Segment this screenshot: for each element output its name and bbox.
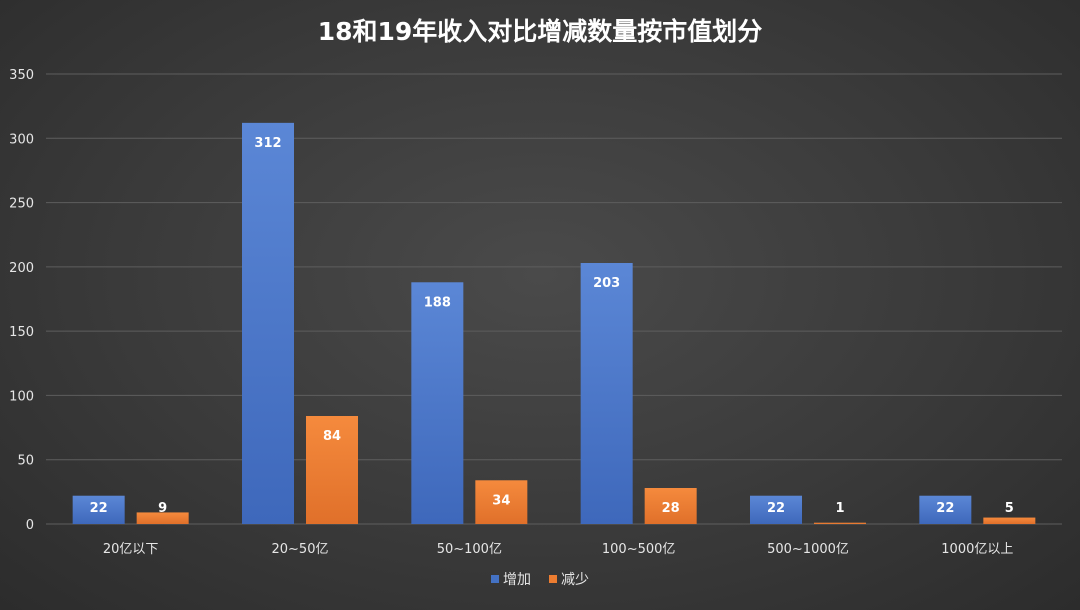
chart-title: 18和19年收入对比增减数量按市值划分: [318, 17, 763, 46]
data-label: 22: [90, 501, 108, 516]
x-tick-label: 100~500亿: [602, 542, 676, 557]
bar-increase: [72, 495, 125, 524]
legend-label-decrease: 减少: [561, 572, 589, 588]
x-tick-label: 20亿以下: [103, 542, 159, 557]
data-label: 34: [492, 493, 510, 508]
y-tick-label: 250: [9, 197, 34, 212]
data-label: 1: [835, 501, 844, 516]
legend: 增加 减少: [491, 572, 589, 588]
bar-increase: [580, 263, 633, 524]
bar-decrease: [136, 512, 189, 524]
data-label: 84: [323, 429, 341, 444]
bar-decrease: [475, 480, 528, 524]
y-tick-label: 0: [26, 518, 34, 533]
bar-decrease: [644, 488, 697, 524]
legend-label-increase: 增加: [503, 572, 531, 588]
y-tick-label: 350: [9, 68, 34, 83]
bar-decrease: [983, 517, 1036, 524]
legend-swatch-decrease: [549, 575, 557, 583]
y-tick-label: 200: [9, 261, 34, 276]
bars: 22 9 312 84 188 34 203 28 22 1 22 5: [72, 122, 1036, 524]
y-tick-label: 300: [9, 132, 34, 147]
legend-swatch-increase: [491, 575, 499, 583]
x-axis-categories: 20亿以下 20~50亿 50~100亿 100~500亿 500~1000亿 1000亿…: [103, 542, 1013, 557]
bar-increase: [411, 282, 464, 524]
data-label: 203: [593, 276, 620, 291]
data-label: 22: [936, 501, 954, 516]
x-tick-label: 500~1000亿: [767, 542, 849, 557]
bar-increase: [919, 495, 972, 524]
data-label: 9: [158, 501, 167, 516]
x-tick-label: 1000亿以上: [941, 542, 1013, 557]
data-label: 188: [424, 295, 451, 310]
data-label: 312: [254, 136, 281, 151]
y-tick-label: 150: [9, 325, 34, 340]
bar-decrease: [814, 522, 866, 524]
y-tick-label: 50: [17, 454, 34, 469]
x-tick-label: 20~50亿: [272, 542, 329, 557]
bar-decrease: [306, 416, 358, 524]
bar-increase: [242, 122, 294, 524]
y-tick-label: 100: [9, 389, 34, 404]
gridlines: [46, 73, 1062, 525]
data-label: 22: [767, 501, 785, 516]
bar-increase: [750, 495, 802, 524]
x-tick-label: 50~100亿: [437, 542, 502, 557]
y-axis-ticks: 0 50 100 150 200 250 300 350: [9, 68, 34, 533]
data-label: 5: [1005, 501, 1014, 516]
data-label: 28: [662, 501, 680, 516]
